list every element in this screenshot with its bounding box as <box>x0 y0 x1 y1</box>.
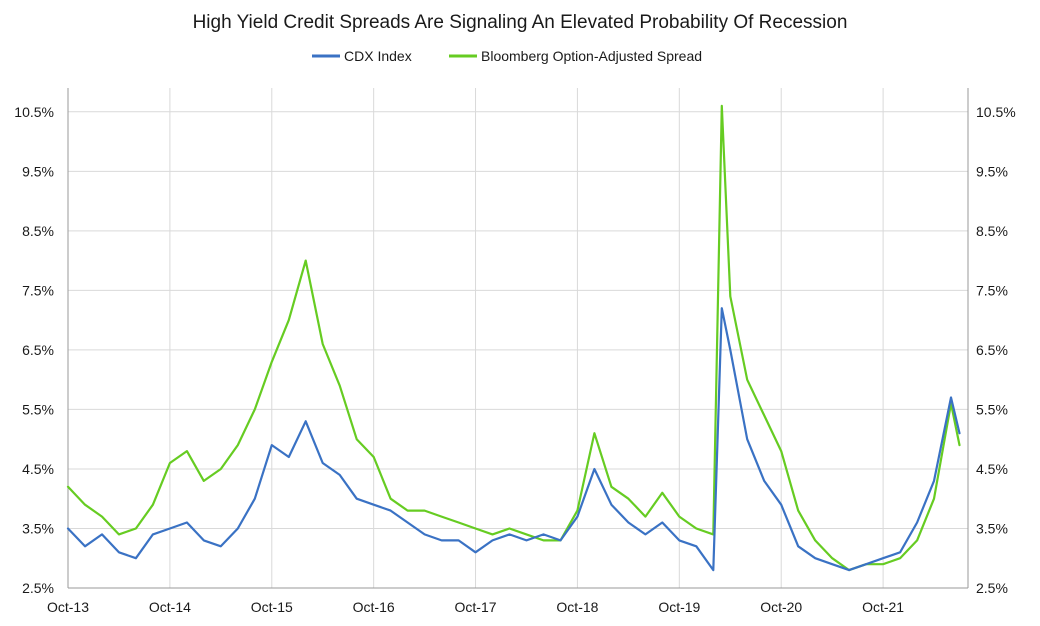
axes <box>67 88 969 589</box>
y-tick-label-left: 6.5% <box>22 342 54 358</box>
x-tick-label: Oct-21 <box>862 599 904 615</box>
y-axis-left-ticks: 2.5% 3.5% 4.5% 5.5% 6.5% 7.5% 8.5% 9.5% 10.5% <box>14 104 54 596</box>
y-tick-label-right: 5.5% <box>976 401 1008 417</box>
gridlines <box>67 88 968 588</box>
chart-title: High Yield Credit Spreads Are Signaling … <box>193 12 848 33</box>
y-tick-label-left: 2.5% <box>22 580 54 596</box>
y-tick-label-right: 7.5% <box>976 282 1008 298</box>
x-tick-label: Oct-18 <box>556 599 598 615</box>
y-tick-label-right: 2.5% <box>976 580 1008 596</box>
x-tick-label: Oct-16 <box>353 599 395 615</box>
x-tick-label: Oct-19 <box>658 599 700 615</box>
y-tick-label-right: 4.5% <box>976 461 1008 477</box>
series-line-bloomberg-oas <box>66 104 961 572</box>
x-tick-label: Oct-20 <box>760 599 802 615</box>
x-tick-label: Oct-17 <box>455 599 497 615</box>
y-tick-label-left: 3.5% <box>22 520 54 536</box>
x-tick-label: Oct-15 <box>251 599 293 615</box>
y-tick-label-right: 3.5% <box>976 520 1008 536</box>
y-tick-label-left: 9.5% <box>22 163 54 179</box>
legend-label-cdx: CDX Index <box>344 48 412 64</box>
y-axis-right-ticks: 2.5% 3.5% 4.5% 5.5% 6.5% 7.5% 8.5% 9.5% 10.5% <box>976 104 1016 596</box>
y-tick-label-right: 10.5% <box>976 104 1016 120</box>
series-lines <box>66 104 961 572</box>
y-tick-label-right: 6.5% <box>976 342 1008 358</box>
y-tick-label-left: 4.5% <box>22 461 54 477</box>
series-line-cdx-index <box>66 307 961 572</box>
x-tick-label: Oct-13 <box>47 599 89 615</box>
legend-label-oas: Bloomberg Option-Adjusted Spread <box>481 48 702 64</box>
y-tick-label-right: 9.5% <box>976 163 1008 179</box>
y-tick-label-right: 8.5% <box>976 223 1008 239</box>
x-tick-label: Oct-14 <box>149 599 191 615</box>
y-tick-label-left: 8.5% <box>22 223 54 239</box>
y-tick-label-left: 5.5% <box>22 401 54 417</box>
y-tick-label-left: 10.5% <box>14 104 54 120</box>
y-tick-label-left: 7.5% <box>22 282 54 298</box>
x-axis-ticks: Oct-13 Oct-14 Oct-15 Oct-16 Oct-17 Oct-18 Oct-… <box>47 599 904 615</box>
legend: CDX Index Bloomberg Option-Adjusted Spre… <box>312 48 702 64</box>
